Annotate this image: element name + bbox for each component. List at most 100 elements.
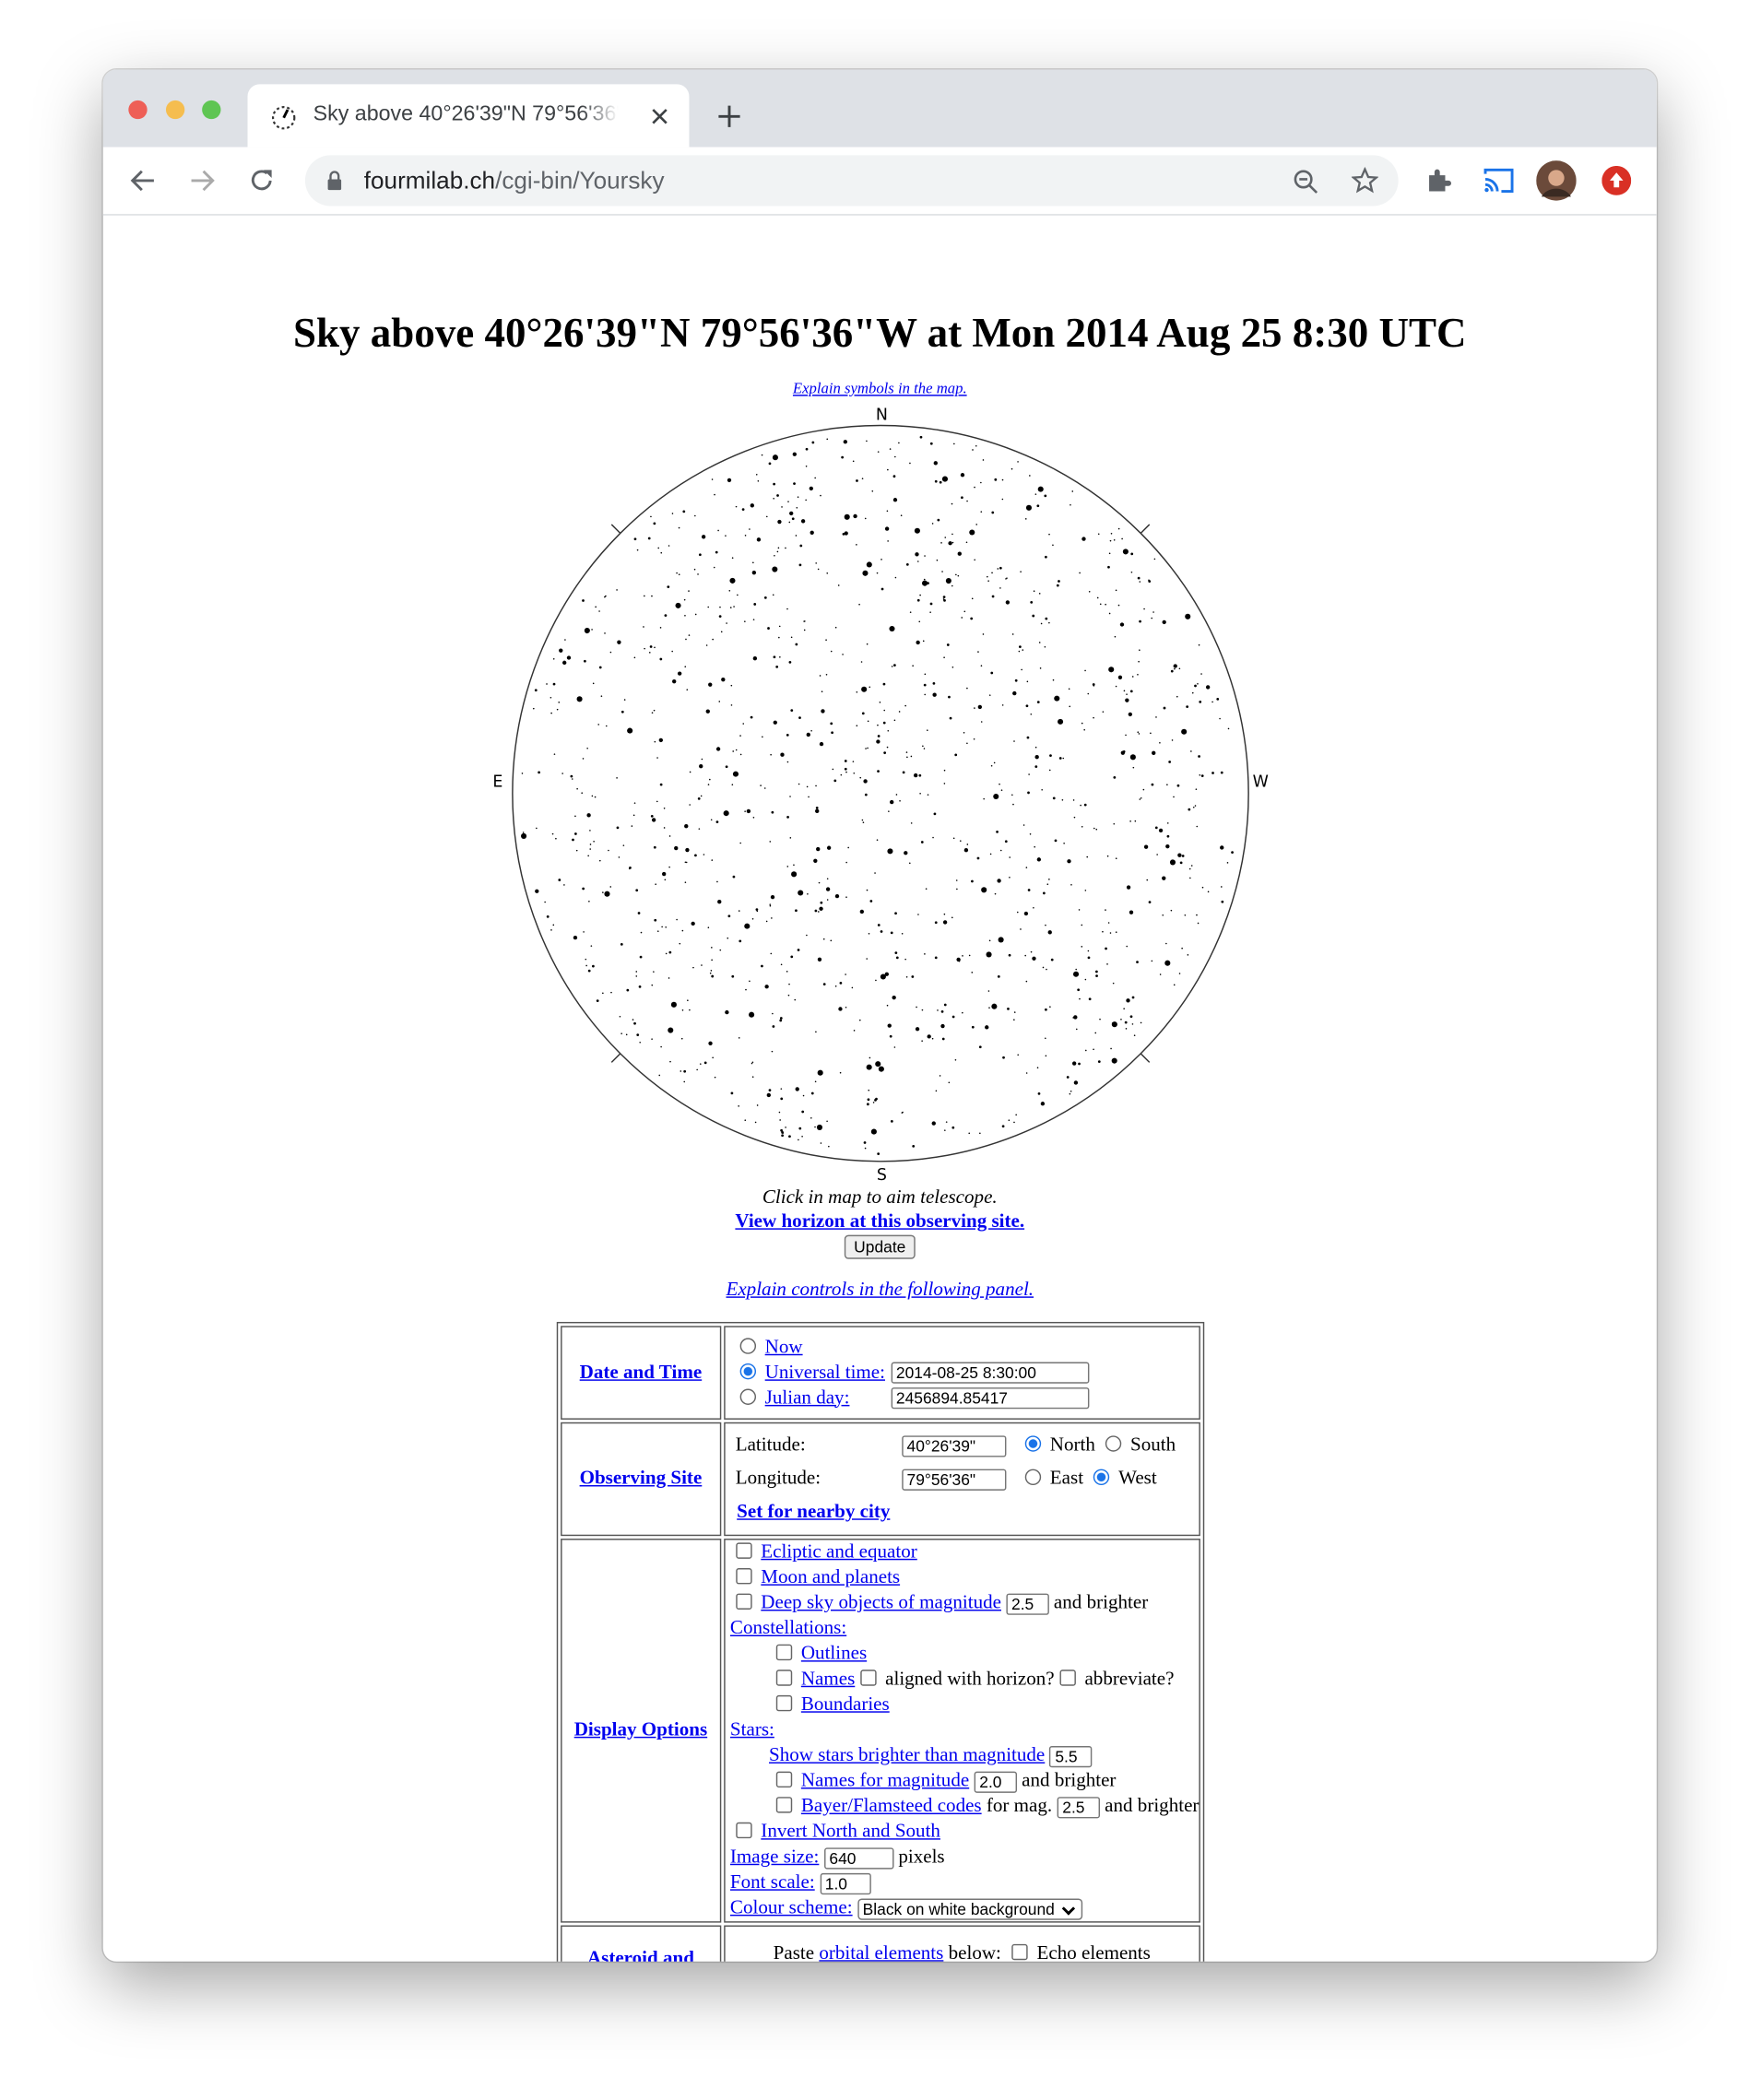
now-radio[interactable]	[739, 1337, 756, 1354]
view-horizon-link[interactable]: View horizon at this observing site.	[735, 1210, 1025, 1233]
star	[1151, 960, 1153, 962]
bayer-link[interactable]: Bayer/Flamsteed codes	[800, 1795, 982, 1817]
star	[924, 673, 927, 676]
star	[786, 734, 789, 737]
update-badge[interactable]	[1601, 165, 1632, 195]
reload-button[interactable]	[249, 167, 276, 194]
zoom-icon[interactable]	[1293, 169, 1319, 195]
close-window[interactable]	[128, 100, 148, 120]
star	[837, 584, 840, 586]
star	[710, 819, 713, 821]
star	[1211, 772, 1214, 774]
moon-link[interactable]: Moon and planets	[761, 1566, 901, 1588]
font-scale-input[interactable]: 1.0	[819, 1872, 871, 1894]
star	[798, 563, 802, 567]
universal-time-link[interactable]: Universal time:	[764, 1361, 885, 1383]
names-magnitude-checkbox[interactable]	[775, 1771, 792, 1788]
colour-scheme-select[interactable]: Black on white background	[857, 1898, 1083, 1920]
north-radio[interactable]	[1024, 1435, 1041, 1452]
julian-day-radio[interactable]	[739, 1387, 756, 1405]
asteroid-heading[interactable]: Asteroid and Comet Tracking	[586, 1947, 694, 1962]
deep-sky-checkbox[interactable]	[735, 1593, 752, 1610]
observing-site-heading[interactable]: Observing Site	[579, 1468, 703, 1490]
echo-checkbox[interactable]	[1011, 1943, 1028, 1961]
universal-time-radio[interactable]	[739, 1363, 756, 1379]
outlines-checkbox[interactable]	[775, 1644, 792, 1661]
longitude-input[interactable]: 79°56'36"	[901, 1469, 1006, 1491]
julian-day-link[interactable]: Julian day:	[764, 1386, 850, 1409]
star	[927, 582, 929, 585]
names-checkbox[interactable]	[775, 1669, 792, 1686]
image-size-link[interactable]: Image size:	[729, 1846, 820, 1869]
tab[interactable]: Sky above 40°26'39"N 79°56'36"W at Mon 2…	[247, 84, 690, 147]
bookmark-star[interactable]	[1351, 167, 1378, 194]
orbital-elements-link[interactable]: orbital elements	[819, 1942, 944, 1962]
outlines-link[interactable]: Outlines	[800, 1643, 868, 1665]
date-time-heading[interactable]: Date and Time	[579, 1361, 703, 1383]
nearby-city-link[interactable]: Set for nearby city	[737, 1501, 891, 1523]
julian-day-input[interactable]: 2456894.85417	[891, 1387, 1089, 1410]
star	[931, 1121, 936, 1126]
names-link[interactable]: Names	[800, 1668, 856, 1691]
invert-checkbox[interactable]	[735, 1822, 752, 1839]
star	[861, 819, 864, 821]
star	[900, 514, 903, 517]
forward-button[interactable]	[189, 167, 216, 194]
explain-symbols-link[interactable]: Explain symbols in the map.	[792, 381, 967, 398]
stars-link[interactable]: Stars:	[729, 1719, 774, 1741]
minimize-window[interactable]	[165, 100, 185, 120]
cast-icon[interactable]	[1483, 167, 1515, 194]
star	[766, 1092, 771, 1098]
names-magnitude-link[interactable]: Names for magnitude	[800, 1770, 970, 1792]
latitude-input[interactable]: 40°26'39"	[901, 1434, 1006, 1457]
colour-scheme-link[interactable]: Colour scheme:	[729, 1897, 853, 1919]
star	[919, 435, 923, 439]
constellations-link[interactable]: Constellations:	[729, 1617, 847, 1639]
extensions-icon[interactable]	[1425, 167, 1452, 194]
boundaries-link[interactable]: Boundaries	[800, 1693, 890, 1716]
ecliptic-link[interactable]: Ecliptic and equator	[761, 1540, 917, 1563]
show-stars-link[interactable]: Show stars brighter than magnitude	[769, 1744, 1046, 1766]
star	[889, 1034, 892, 1038]
deep-sky-link[interactable]: Deep sky objects of magnitude	[761, 1592, 1001, 1614]
new-tab[interactable]	[717, 104, 741, 128]
star	[1174, 667, 1176, 670]
names-magnitude-input[interactable]: 2.0	[974, 1771, 1017, 1793]
back-button[interactable]	[130, 167, 157, 194]
star	[877, 924, 880, 926]
bayer-input[interactable]: 2.5	[1057, 1796, 1100, 1818]
boundaries-checkbox[interactable]	[775, 1694, 792, 1712]
sky-map[interactable]: N S E W	[479, 404, 1282, 1193]
star	[1162, 914, 1164, 916]
show-stars-input[interactable]: 5.5	[1049, 1745, 1093, 1767]
address-bar[interactable]: fourmilab.ch/cgi-bin/Yoursky	[304, 155, 1399, 206]
south-radio[interactable]	[1105, 1435, 1121, 1452]
star	[552, 924, 555, 926]
west-radio[interactable]	[1093, 1469, 1109, 1486]
star	[917, 914, 919, 915]
ecliptic-checkbox[interactable]	[735, 1542, 752, 1559]
east-radio[interactable]	[1024, 1469, 1041, 1486]
star	[752, 619, 755, 620]
deep-sky-input[interactable]: 2.5	[1006, 1593, 1049, 1615]
star	[905, 751, 908, 753]
abbreviate-checkbox[interactable]	[1058, 1669, 1076, 1686]
tab-close[interactable]	[652, 109, 668, 124]
font-scale-link[interactable]: Font scale:	[729, 1871, 815, 1894]
now-link[interactable]: Now	[764, 1336, 803, 1358]
profile-avatar[interactable]	[1536, 160, 1577, 201]
star	[955, 573, 957, 576]
display-options-heading[interactable]: Display Options	[573, 1719, 708, 1741]
star	[1170, 909, 1173, 912]
maximize-window[interactable]	[202, 100, 221, 120]
moon-checkbox[interactable]	[735, 1568, 752, 1585]
aligned-checkbox[interactable]	[859, 1669, 876, 1686]
explain-controls-link[interactable]: Explain controls in the following panel.	[726, 1279, 1034, 1301]
universal-time-input[interactable]: 2014-08-25 8:30:00	[891, 1362, 1089, 1384]
star	[1226, 862, 1229, 864]
update-button[interactable]: Update	[845, 1234, 916, 1259]
star	[1020, 571, 1022, 572]
invert-link[interactable]: Invert North and South	[761, 1821, 940, 1843]
image-size-input[interactable]: 640	[823, 1846, 894, 1870]
bayer-checkbox[interactable]	[775, 1797, 792, 1813]
